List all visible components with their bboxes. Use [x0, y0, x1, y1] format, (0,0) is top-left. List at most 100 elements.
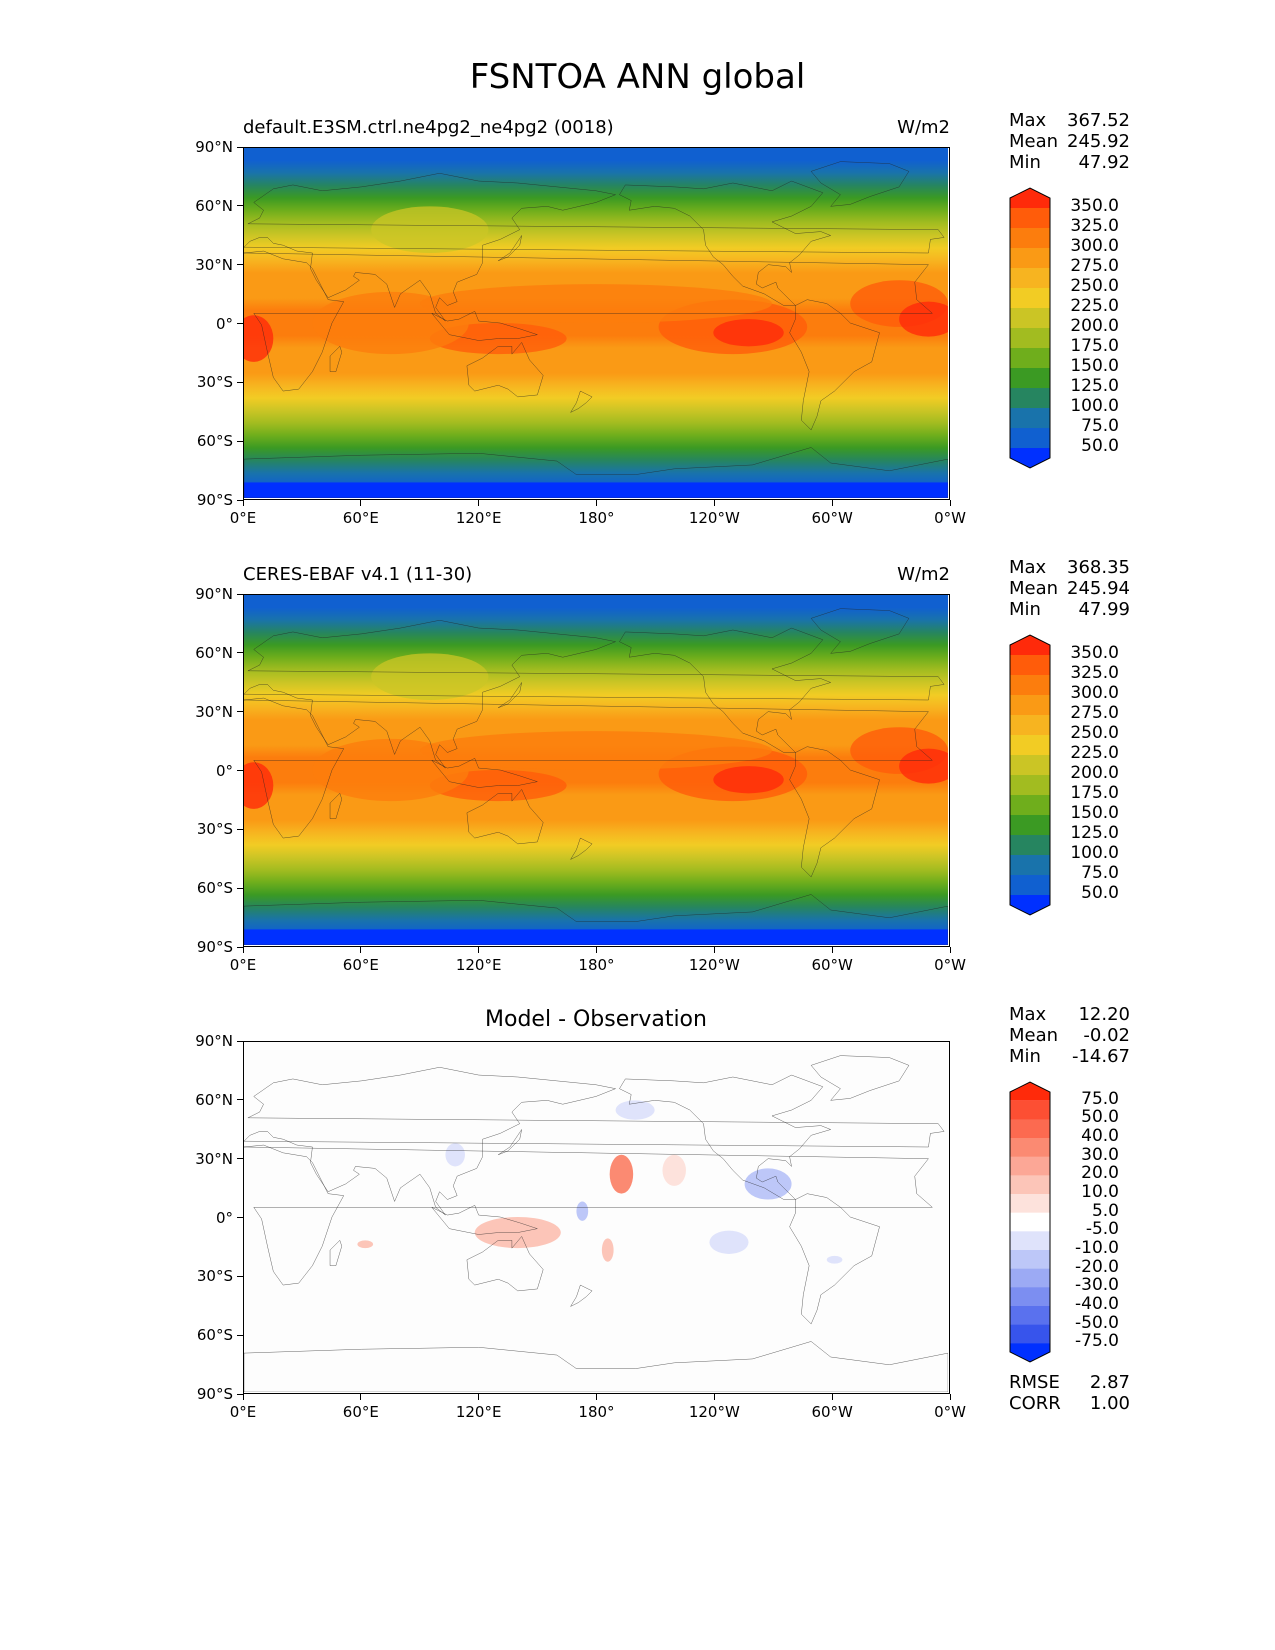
- greenland-outline: [811, 1056, 909, 1101]
- colorbar-segment: [1010, 1306, 1050, 1326]
- antarctica-outline: [244, 894, 948, 945]
- colorbar-label: 40.0: [1081, 1126, 1119, 1146]
- lat-tick: [237, 1334, 243, 1336]
- lat-tick-label: 0°: [215, 761, 233, 780]
- lon-tick: [360, 500, 362, 506]
- madagascar-outline: [330, 346, 342, 371]
- lon-tick-label: 120°W: [688, 509, 740, 527]
- stat-min: Min -14.67: [1009, 1046, 1130, 1067]
- lon-tick: [713, 1394, 715, 1400]
- stat-name: Max: [1009, 557, 1047, 578]
- north-america-outline: [619, 628, 830, 752]
- stat-value: 367.52: [1067, 110, 1130, 131]
- lat-tick-label: 0°: [215, 1208, 233, 1227]
- lon-tick: [242, 500, 244, 506]
- lat-tick: [237, 1393, 243, 1395]
- colorbar-segment: [1010, 775, 1050, 796]
- lat-tick-label: 60°S: [196, 1326, 233, 1345]
- colorbar-segment: [1010, 735, 1050, 756]
- colorbar-segment: [1010, 328, 1050, 349]
- difference-contour: [744, 1168, 792, 1200]
- colorbar-label: 175.0: [1070, 783, 1119, 803]
- lon-tick-label: 0°E: [229, 509, 257, 527]
- map-panel-diff: [243, 1041, 950, 1394]
- antarctica-outline: [244, 447, 948, 498]
- lat-tick: [237, 1217, 243, 1218]
- colorbar-extend-top: [1010, 188, 1050, 208]
- colorbar-segment: [1010, 208, 1050, 229]
- field-contour: [371, 653, 489, 700]
- stat-value: 47.99: [1078, 599, 1130, 620]
- colorbar-segment: [1010, 1268, 1050, 1288]
- lon-tick-label: 180°: [578, 509, 615, 527]
- stat-value: 1.00: [1089, 1393, 1130, 1414]
- new-zealand-outline: [571, 838, 593, 859]
- colorbar-segment: [1010, 348, 1050, 369]
- japan-outline: [498, 1130, 521, 1155]
- stat-name: Mean: [1009, 131, 1059, 152]
- north-america-outline: [619, 1075, 830, 1199]
- colorbar-segment: [1010, 408, 1050, 429]
- south-america-outline: [790, 300, 880, 430]
- lon-tick: [831, 947, 833, 953]
- colorbar-label: 100.0: [1070, 396, 1119, 416]
- colorbar-outline: [1009, 187, 1051, 469]
- lon-tick: [360, 1394, 362, 1400]
- colorbar-extend-top: [1010, 635, 1050, 655]
- stat-name: Max: [1009, 110, 1047, 131]
- stat-name: CORR: [1009, 1393, 1061, 1414]
- difference-contour: [615, 1100, 655, 1120]
- indonesia-outline: [432, 758, 538, 787]
- field-contour: [244, 315, 274, 362]
- colorbar-segment: [1010, 1194, 1050, 1214]
- greenland-outline: [811, 162, 909, 207]
- colorbar-segment: [1010, 368, 1050, 389]
- colorbar-label: -30.0: [1075, 1275, 1119, 1296]
- stat-mean: Mean 245.92: [1009, 131, 1130, 152]
- colorbar-label: 30.0: [1081, 1144, 1119, 1165]
- greenland-outline: [811, 609, 909, 654]
- colorbar-outline: [1009, 1081, 1051, 1363]
- colorbar-label: -5.0: [1085, 1219, 1119, 1240]
- lon-tick-label: 120°E: [455, 509, 502, 527]
- australia-outline: [467, 789, 543, 843]
- stat-name: Min: [1009, 599, 1041, 620]
- colorbar-label: -40.0: [1075, 1294, 1119, 1314]
- field-contour: [420, 731, 772, 770]
- lon-tick-label: 60°W: [811, 956, 853, 974]
- lat-tick: [237, 770, 243, 771]
- stat-value: -0.02: [1083, 1025, 1130, 1046]
- lon-tick: [949, 500, 951, 506]
- colorbar-segment: [1010, 1156, 1050, 1176]
- lon-tick: [713, 947, 715, 953]
- colorbar-label: 75.0: [1081, 863, 1119, 883]
- stat-max: Max 12.20: [1009, 1004, 1130, 1025]
- lon-tick-label: 0°E: [229, 1403, 257, 1421]
- colorbar-segment: [1010, 815, 1050, 836]
- lon-tick-label: 180°: [578, 956, 615, 974]
- colorbar: [1009, 1081, 1051, 1363]
- africa-outline: [244, 1145, 932, 1285]
- lon-tick: [596, 947, 597, 953]
- lat-tick-label: 90°N: [195, 138, 233, 156]
- lat-tick: [237, 381, 243, 383]
- colorbar-label: 125.0: [1070, 376, 1119, 396]
- colorbar-segment: [1010, 1175, 1050, 1195]
- lon-tick: [596, 500, 597, 506]
- field-background: [244, 1042, 948, 1392]
- colorbar-label: 100.0: [1070, 843, 1119, 863]
- colorbar-label: -10.0: [1075, 1238, 1119, 1258]
- colorbar-label: 325.0: [1070, 216, 1119, 236]
- colorbar-label: -50.0: [1075, 1312, 1119, 1333]
- lat-tick: [237, 1099, 243, 1101]
- colorbar-segment: [1010, 855, 1050, 876]
- lon-tick-label: 120°E: [455, 956, 502, 974]
- lat-tick: [237, 323, 243, 324]
- eurasia-outline: [244, 173, 944, 321]
- map-canvas: [244, 148, 948, 498]
- figure-title: FSNTOA ANN global: [469, 57, 806, 97]
- colorbar-label: 150.0: [1070, 356, 1119, 376]
- field-contour: [371, 206, 489, 253]
- colorbar-segment: [1010, 308, 1050, 329]
- lat-tick: [237, 593, 243, 595]
